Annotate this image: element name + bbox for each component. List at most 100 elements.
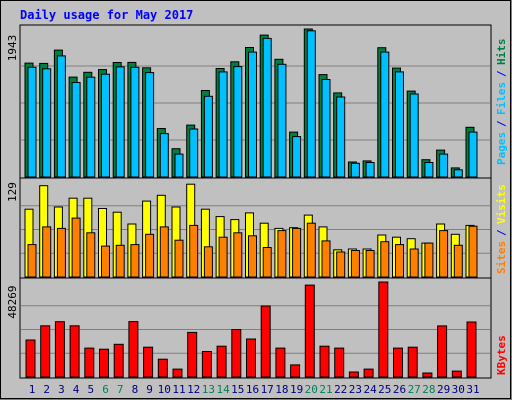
x-label-day-11: 11 xyxy=(172,383,185,396)
x-label-day-14: 14 xyxy=(216,383,230,396)
x-label-day-19: 19 xyxy=(290,383,303,396)
x-label-day-8: 8 xyxy=(132,383,139,396)
bar-kbytes-day-29 xyxy=(437,325,448,378)
x-label-day-25: 25 xyxy=(378,383,391,396)
x-label-day-28: 28 xyxy=(422,383,435,396)
bar-files-day-9 xyxy=(145,72,155,178)
x-label-day-16: 16 xyxy=(246,383,259,396)
bar-kbytes-day-6 xyxy=(99,348,109,378)
panel-visits-ymax-label: 129 xyxy=(6,182,19,202)
bar-sites-day-15 xyxy=(233,232,243,278)
bar-files-day-14 xyxy=(218,71,228,178)
bar-kbytes-day-24 xyxy=(363,368,374,378)
bar-kbytes-day-17 xyxy=(260,305,271,378)
bar-sites-day-12 xyxy=(189,224,199,278)
legend-sites-text: Sites xyxy=(495,241,508,274)
bar-sites-day-23 xyxy=(350,250,360,278)
bar-kbytes-day-11 xyxy=(172,368,183,378)
bar-files-day-28 xyxy=(424,162,434,178)
bar-files-day-22 xyxy=(336,96,346,178)
bar-kbytes-day-31 xyxy=(466,321,477,378)
bar-files-day-1 xyxy=(27,66,37,178)
bar-files-day-27 xyxy=(409,93,419,178)
bar-sites-day-28 xyxy=(424,242,434,278)
bar-kbytes-day-30 xyxy=(451,370,462,378)
bar-sites-day-31 xyxy=(468,225,478,278)
bar-files-day-2 xyxy=(42,68,52,178)
bar-files-day-29 xyxy=(439,153,449,178)
bar-kbytes-day-4 xyxy=(69,325,80,378)
x-label-day-23: 23 xyxy=(349,383,362,396)
bar-kbytes-day-27 xyxy=(407,346,418,378)
legend-kbytes-text: KBytes xyxy=(495,335,508,375)
bar-files-day-23 xyxy=(350,162,360,178)
bar-files-day-3 xyxy=(56,55,66,178)
bar-sites-day-16 xyxy=(248,235,257,278)
bar-kbytes-day-14 xyxy=(216,345,227,378)
x-label-day-7: 7 xyxy=(117,383,124,396)
legend-hits-text: Hits xyxy=(495,39,508,66)
x-label-day-21: 21 xyxy=(319,383,332,396)
bar-sites-day-25 xyxy=(380,241,390,278)
chart-title: Daily usage for May 2017 xyxy=(20,8,193,22)
bar-files-day-10 xyxy=(159,133,169,178)
bar-kbytes-day-5 xyxy=(84,347,95,378)
legend-visits-text: Visits xyxy=(495,184,508,224)
bar-files-day-21 xyxy=(321,79,331,178)
bar-files-day-15 xyxy=(233,66,243,178)
bar-sites-day-13 xyxy=(203,246,213,278)
panel-hits-legend: Pages / Files / Hits xyxy=(495,39,508,166)
x-label-day-3: 3 xyxy=(58,383,65,396)
bar-kbytes-day-18 xyxy=(275,347,286,378)
bar-sites-day-5 xyxy=(86,232,96,278)
x-label-day-31: 31 xyxy=(466,383,479,396)
bar-kbytes-day-19 xyxy=(290,364,301,378)
bar-sites-day-11 xyxy=(174,239,184,278)
panel-hits-ymax-label: 1943 xyxy=(6,35,19,62)
bar-files-day-17 xyxy=(262,37,272,178)
bar-files-day-30 xyxy=(453,169,463,178)
bar-sites-day-24 xyxy=(365,250,375,278)
bar-files-day-8 xyxy=(130,66,140,178)
bar-sites-day-26 xyxy=(395,244,404,278)
bar-sites-day-4 xyxy=(71,217,81,278)
bar-sites-day-19 xyxy=(292,227,302,278)
bar-files-day-18 xyxy=(277,63,287,178)
bar-kbytes-day-9 xyxy=(143,346,154,378)
x-label-day-6: 6 xyxy=(102,383,109,396)
bar-sites-day-29 xyxy=(439,230,449,278)
bar-kbytes-day-2 xyxy=(40,325,51,378)
bar-files-day-20 xyxy=(306,30,316,178)
panel-visits-legend: Sites / Visits xyxy=(495,184,508,274)
bar-kbytes-day-3 xyxy=(54,321,65,378)
bar-kbytes-day-26 xyxy=(393,347,403,378)
bar-kbytes-day-1 xyxy=(25,339,36,378)
bar-sites-day-9 xyxy=(145,233,155,278)
x-label-day-4: 4 xyxy=(73,383,80,396)
bar-sites-day-6 xyxy=(101,245,110,278)
bar-files-day-5 xyxy=(86,76,96,178)
bar-sites-day-2 xyxy=(42,226,52,278)
bar-sites-day-30 xyxy=(453,244,463,278)
bar-kbytes-day-7 xyxy=(113,343,124,378)
x-label-day-9: 9 xyxy=(146,383,153,396)
bar-kbytes-day-22 xyxy=(334,347,345,378)
bar-sites-day-8 xyxy=(130,244,140,278)
bar-files-day-13 xyxy=(203,95,213,178)
x-label-day-22: 22 xyxy=(334,383,347,396)
bar-files-day-31 xyxy=(468,131,478,178)
bar-kbytes-day-25 xyxy=(378,281,389,378)
x-label-day-26: 26 xyxy=(393,383,406,396)
legend-files-text: Files xyxy=(495,82,508,115)
bar-sites-day-18 xyxy=(277,230,287,278)
legend-pages-text: Pages xyxy=(495,132,508,165)
bar-sites-day-21 xyxy=(321,240,331,278)
bar-sites-day-17 xyxy=(262,247,272,278)
bar-files-day-19 xyxy=(292,136,302,178)
bar-sites-day-3 xyxy=(56,227,66,278)
bar-files-day-16 xyxy=(248,51,257,178)
bar-files-day-25 xyxy=(380,51,390,178)
bar-kbytes-day-10 xyxy=(157,358,168,378)
legend-sep-2: / xyxy=(495,70,508,77)
